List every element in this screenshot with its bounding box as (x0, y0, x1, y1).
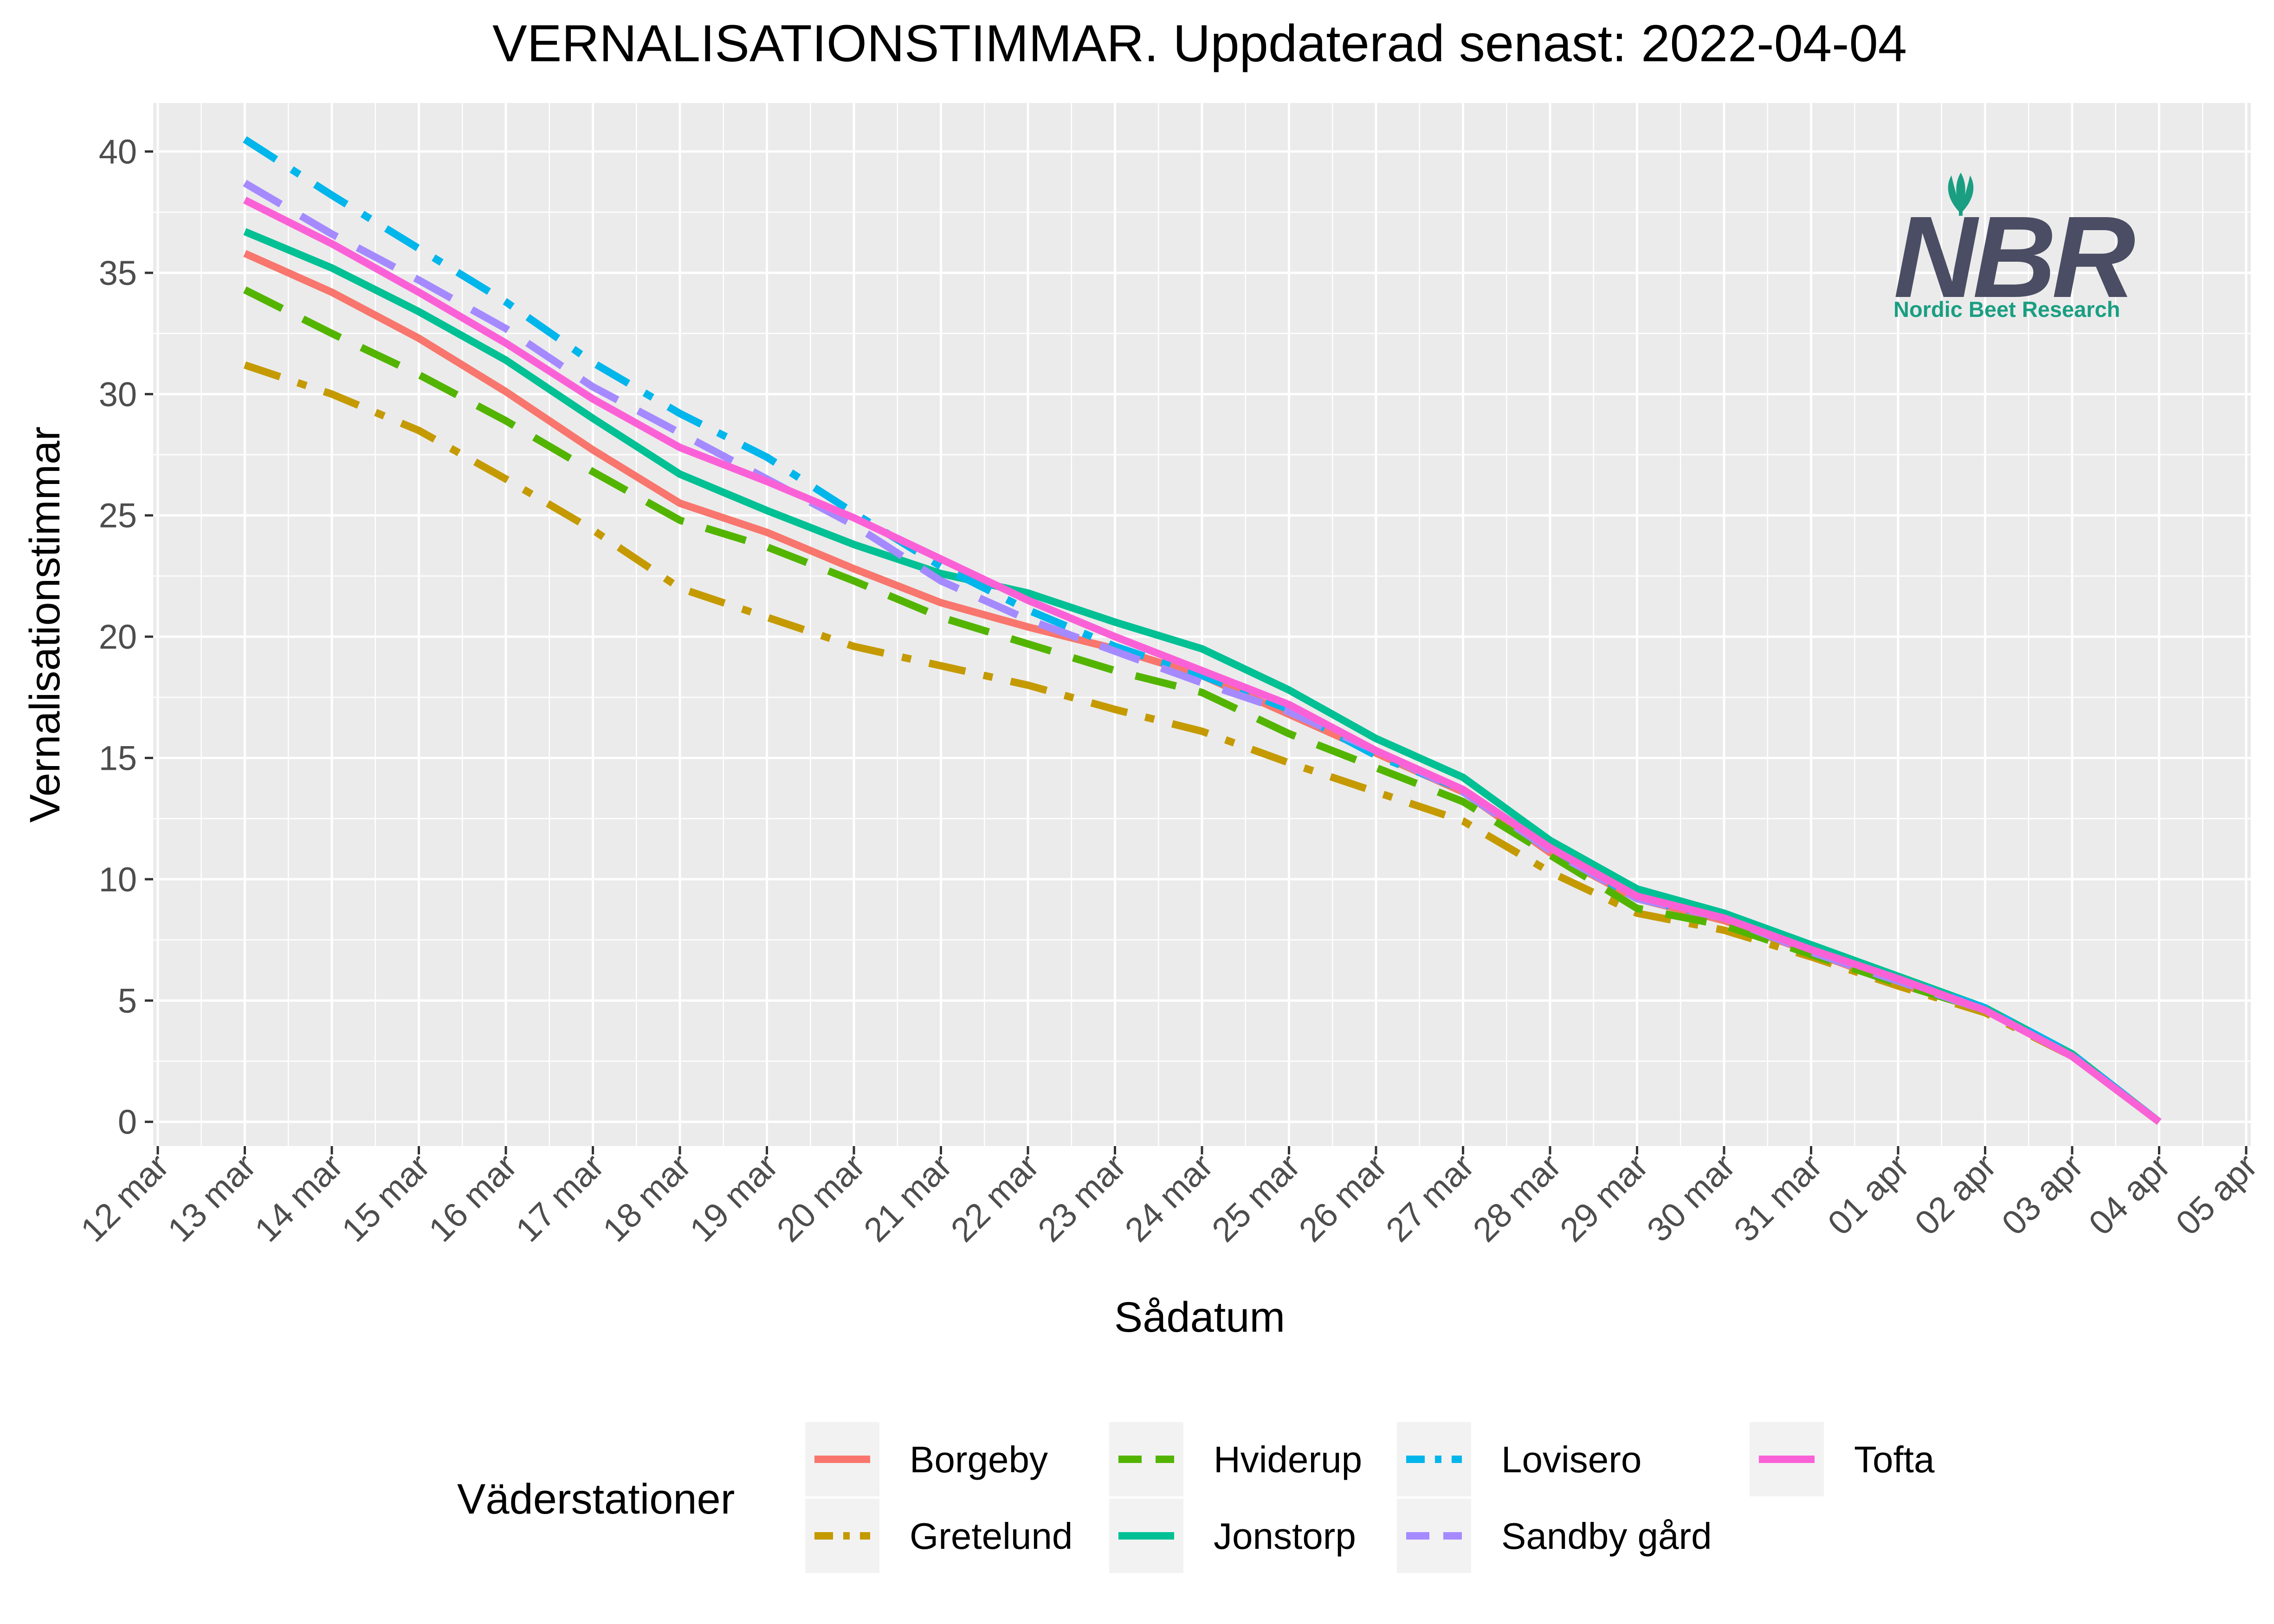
legend-item: Jonstorp (1109, 1499, 1356, 1573)
y-tick-label: 30 (99, 375, 137, 413)
legend: Väderstationer Borgeby Gretelund Hviderup J… (457, 1422, 1935, 1573)
legend-item: Borgeby (805, 1422, 1048, 1496)
y-tick-label: 20 (99, 618, 137, 656)
logo-mark: NBR (1893, 192, 2135, 322)
legend-label: Borgeby (910, 1439, 1048, 1480)
y-tick-label: 35 (99, 254, 137, 292)
legend-item: Hviderup (1109, 1422, 1362, 1496)
series-lines (243, 136, 2162, 1125)
plot-panel: NBR Nordic Beet Research (153, 103, 2251, 1146)
y-axis-label: Vernalisationstimmar (21, 426, 69, 823)
legend-label: Jonstorp (1214, 1515, 1356, 1557)
y-tick-label: 40 (99, 133, 137, 171)
y-tick-label: 0 (118, 1103, 137, 1141)
y-tick-label: 10 (99, 860, 137, 899)
series-line (243, 196, 2162, 1125)
grid-major (153, 103, 2251, 1146)
legend-item: Gretelund (805, 1499, 1072, 1573)
series-line (243, 228, 2162, 1125)
legend-label: Sandby gård (1501, 1515, 1712, 1557)
logo-caption: Nordic Beet Research (1893, 297, 2120, 322)
series-line (243, 136, 2162, 1125)
legend-item: Lovisero (1397, 1422, 1641, 1496)
series-line (243, 361, 2162, 1125)
y-tick-label: 15 (99, 739, 137, 778)
legend-item: Sandby gård (1397, 1499, 1712, 1573)
legend-label: Gretelund (910, 1515, 1072, 1557)
legend-label: Hviderup (1214, 1439, 1362, 1480)
x-axis-label: Sådatum (1114, 1294, 1285, 1341)
legend-item: Tofta (1750, 1422, 1935, 1496)
y-tick-label: 5 (118, 981, 137, 1020)
y-tick-label: 25 (99, 496, 137, 535)
y-axis: 0 5 10 15 20 25 30 35 40 (99, 133, 153, 1141)
leaf-icon (1948, 173, 1974, 216)
legend-title: Väderstationer (457, 1476, 735, 1523)
legend-items: Borgeby Gretelund Hviderup Jonstorp Lovisero… (805, 1422, 1935, 1573)
legend-label: Lovisero (1501, 1439, 1641, 1480)
series-line (243, 286, 2162, 1125)
chart-title: VERNALISATIONSTIMMAR. Uppdaterad senast:… (492, 14, 1907, 72)
nbr-logo: NBR Nordic Beet Research (1893, 173, 2139, 322)
legend-label: Tofta (1854, 1439, 1935, 1480)
